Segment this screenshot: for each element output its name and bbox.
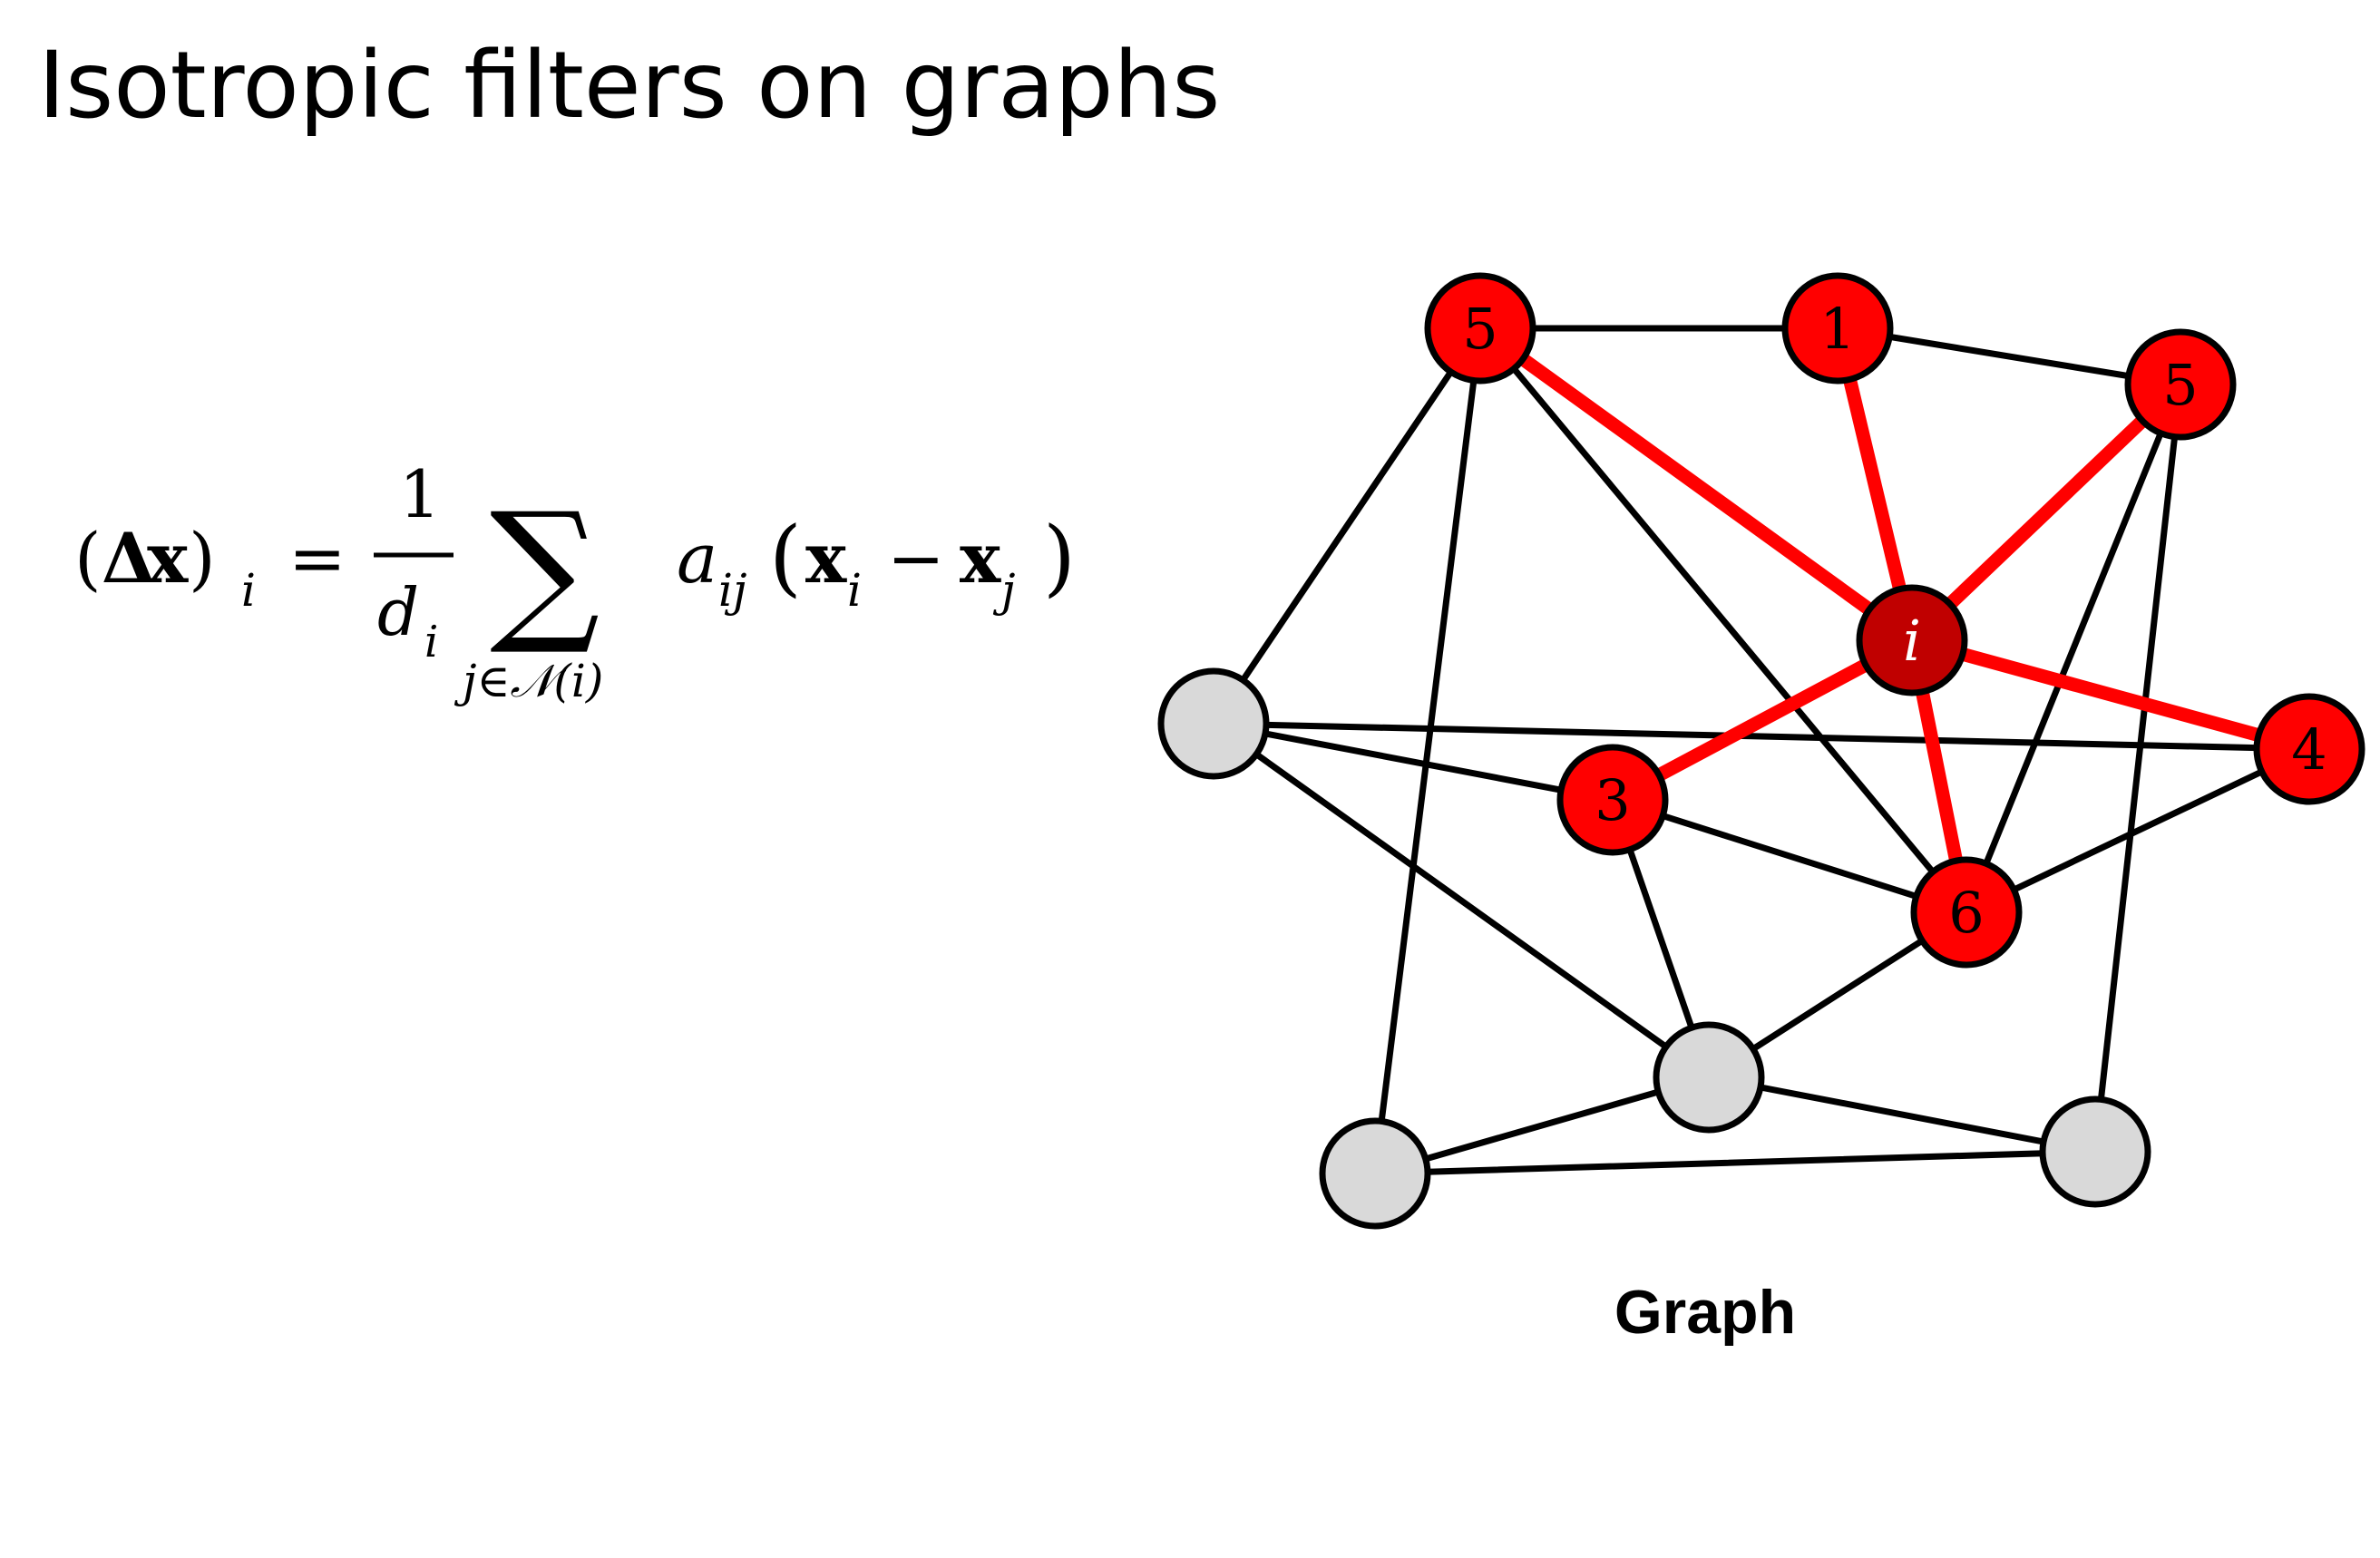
formula-xj: x — [960, 518, 1001, 599]
node-circle — [1856, 584, 1968, 696]
node-label: 1 — [1819, 296, 1855, 362]
formula-fraction-denominator-subscript: i — [424, 617, 438, 667]
edge-n5a-n6 — [1477, 325, 1970, 916]
node-label: 6 — [1948, 880, 1984, 946]
edge-n5b-n6 — [1963, 381, 2184, 916]
formula-close-paren: ) — [1043, 509, 1076, 606]
node-circle — [1556, 744, 1669, 856]
node-label: 5 — [2162, 352, 2198, 418]
graph-node-ni: i — [1856, 584, 1968, 696]
formula-xi: x — [805, 518, 847, 599]
formula-fraction-numerator: 1 — [399, 456, 441, 532]
node-circle — [2039, 1095, 2151, 1208]
node-circle — [1781, 272, 1894, 385]
edge-g1-n3 — [1210, 720, 1616, 803]
formula-sum-lower-limit: j∈𝒩(i) — [454, 655, 603, 707]
graph-node-g1 — [1157, 667, 1270, 780]
formula-sum-symbol: ∑ — [490, 480, 600, 659]
node-circle — [1319, 1117, 1431, 1230]
node-circle — [2253, 693, 2365, 805]
node-label: i — [1903, 608, 1921, 674]
node-circle — [2124, 328, 2237, 441]
slide-title: Isotropic filters on graphs — [38, 32, 1221, 140]
formula-lhs-close-paren: ) — [189, 518, 216, 599]
formula-lhs-subscript: i — [241, 564, 256, 617]
node-label: 4 — [2291, 716, 2326, 783]
graph-node-g2 — [1653, 1021, 1765, 1134]
graph-node-n4: 4 — [2253, 693, 2365, 805]
edge-n1-n5b — [1834, 325, 2184, 388]
highlight-edge-ni-n5a — [1473, 321, 1919, 648]
node-circle — [1910, 856, 2023, 969]
highlight-edge-ni-n5b — [1905, 377, 2188, 648]
graph-node-n5b: 5 — [2124, 328, 2237, 441]
edge-n5a-g1 — [1210, 325, 1484, 727]
node-label: 3 — [1595, 767, 1630, 833]
formula-fraction-denominator: d — [377, 574, 419, 650]
graph-node-n1: 1 — [1781, 272, 1894, 385]
node-label: 5 — [1462, 296, 1497, 362]
formula-minus: − — [887, 518, 945, 599]
node-layer: 5 1 5 i 4 3 6 — [1157, 272, 2365, 1230]
edge-g3-g4 — [1371, 1148, 2099, 1177]
edge-g2-g4 — [1705, 1074, 2099, 1155]
formula-lhs-x: x — [147, 518, 189, 599]
edge-g1-n4 — [1210, 720, 2313, 753]
node-circle — [1424, 272, 1536, 385]
edge-n5a-g3 — [1371, 325, 1484, 1177]
highlight-edge-ni-n4 — [1905, 633, 2317, 756]
edge-n4-n6 — [1963, 745, 2313, 916]
graph-node-n3: 3 — [1556, 744, 1669, 856]
graph-node-g3 — [1319, 1117, 1431, 1230]
highlight-edge-ni-n3 — [1605, 633, 1919, 807]
laplacian-formula: ( Δ x ) i = 1 d i ∑ j∈𝒩(i) a ij ( x i − … — [74, 456, 1076, 707]
edge-layer — [1210, 321, 2317, 1177]
formula-coefficient: a — [677, 518, 717, 599]
graph-node-n6: 6 — [1910, 856, 2023, 969]
formula-equals: = — [288, 518, 346, 599]
graph-node-g4 — [2039, 1095, 2151, 1208]
edge-n5b-g4 — [2092, 381, 2184, 1155]
edge-g1-g2 — [1210, 720, 1712, 1081]
formula-lhs-open-paren: ( — [74, 518, 102, 599]
node-circle — [1157, 667, 1270, 780]
edge-n3-n6 — [1609, 796, 1970, 916]
formula-xi-subscript: i — [847, 564, 862, 617]
node-circle — [1653, 1021, 1765, 1134]
formula-lhs-delta: Δ — [102, 518, 155, 599]
graph-node-n5a: 5 — [1424, 272, 1536, 385]
graph-caption: Graph — [1614, 1278, 1797, 1347]
formula-coefficient-subscript: ij — [718, 564, 747, 617]
edge-g2-g3 — [1371, 1074, 1712, 1177]
formula-open-paren: ( — [769, 509, 802, 606]
